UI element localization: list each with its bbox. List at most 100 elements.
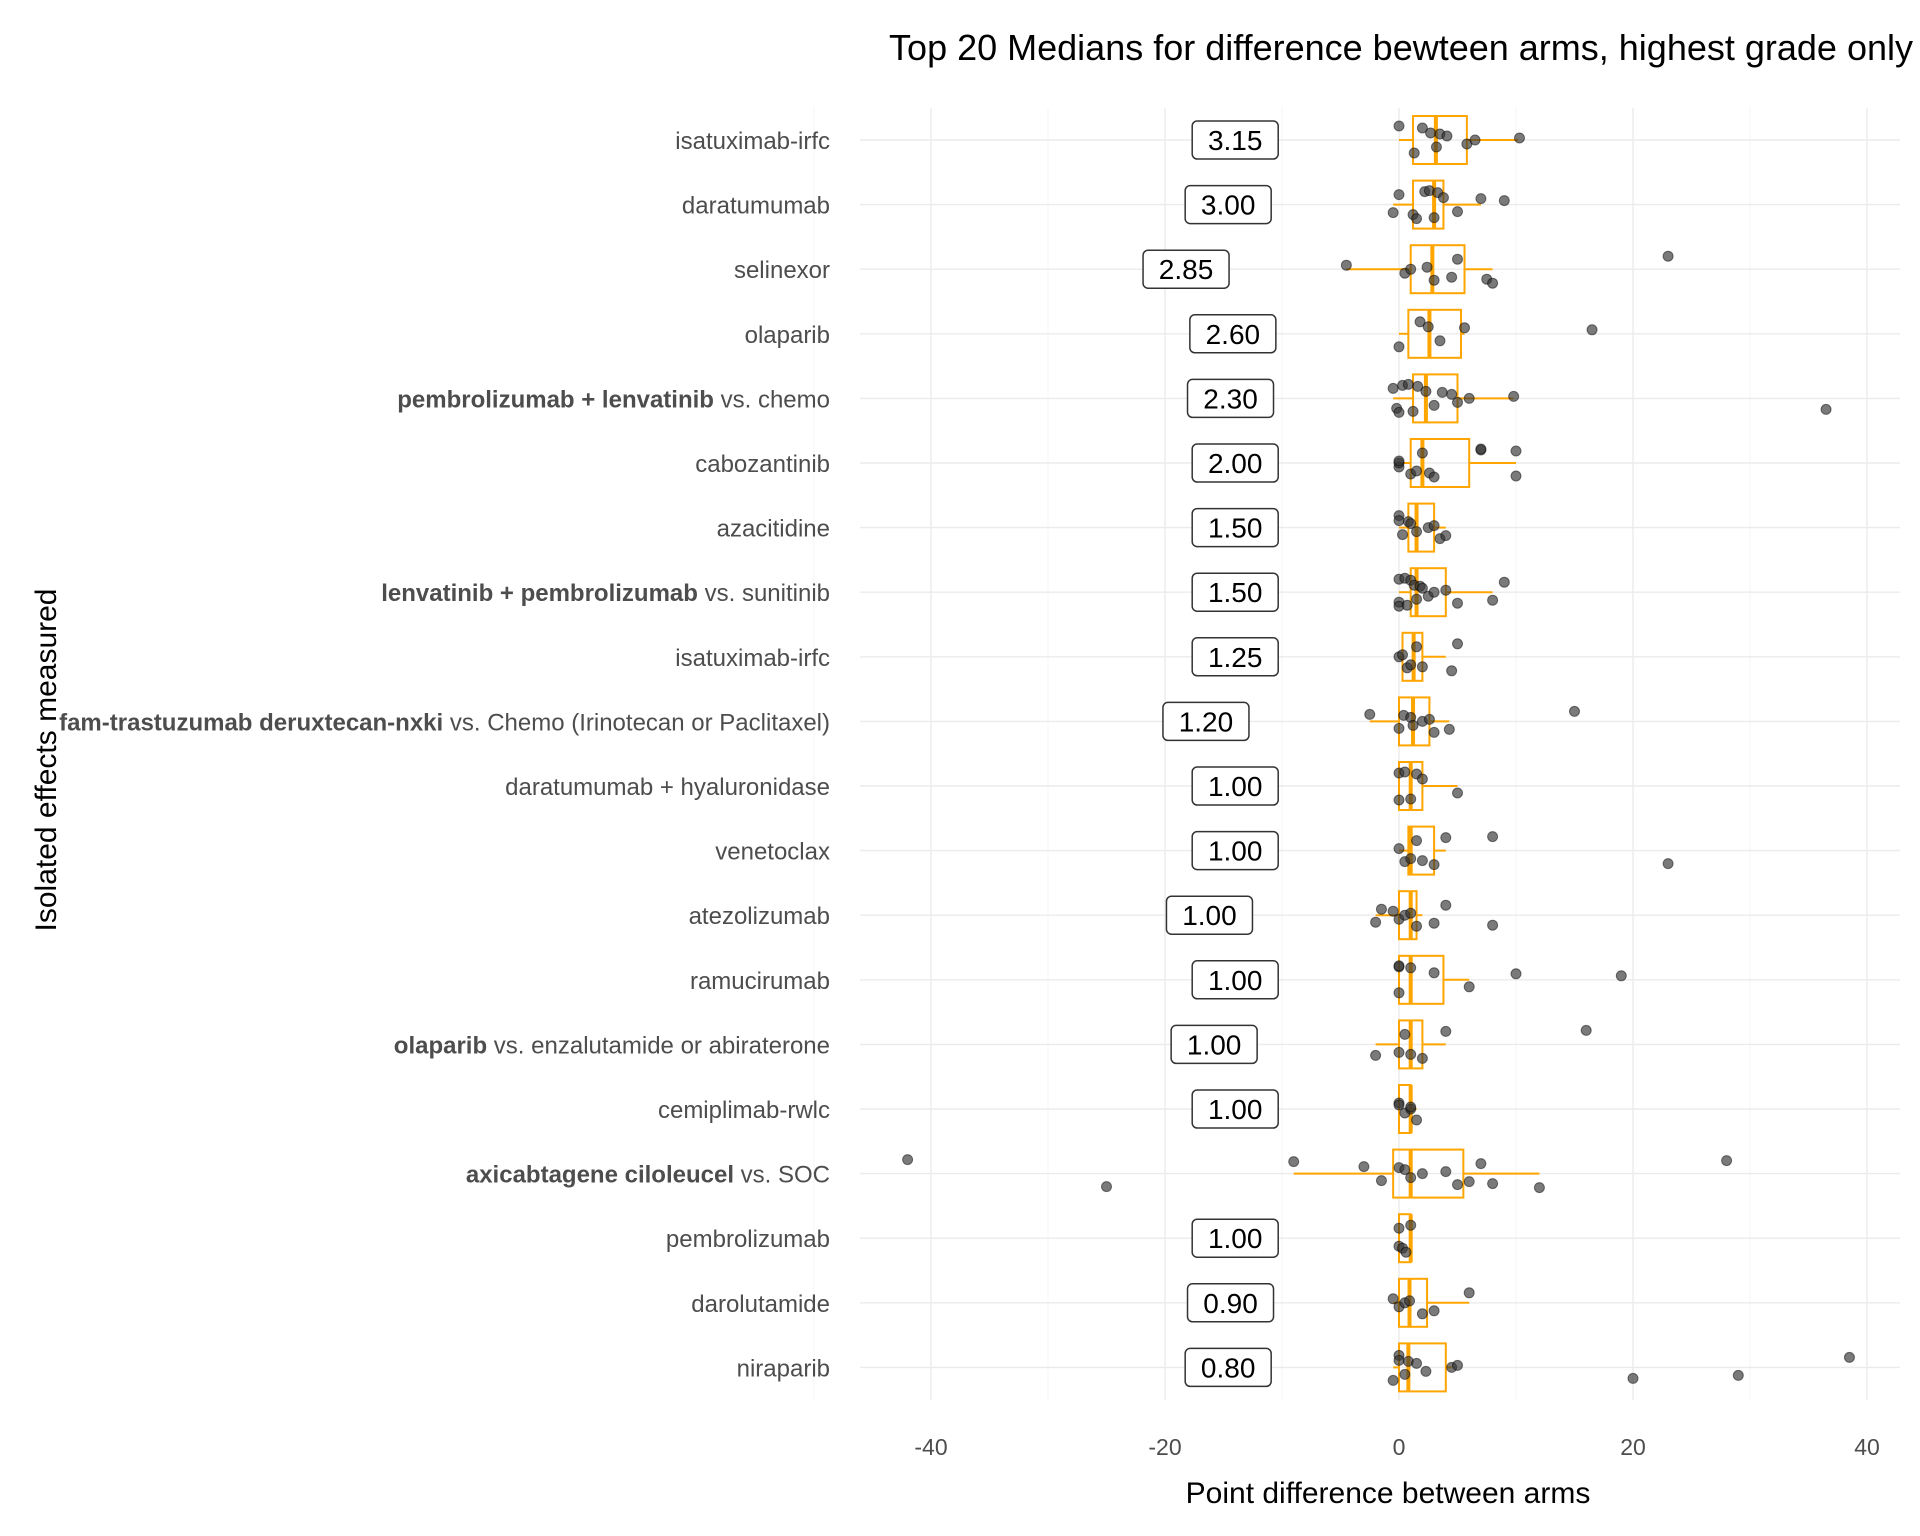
box bbox=[1412, 179, 1445, 230]
y-category-label: atezolizumab bbox=[689, 903, 830, 930]
data-point bbox=[1452, 206, 1463, 218]
data-point bbox=[1411, 465, 1423, 477]
median-label: 2.30 bbox=[1203, 383, 1258, 414]
data-point bbox=[1487, 1178, 1499, 1190]
median-label-box bbox=[1186, 1283, 1275, 1323]
data-point bbox=[1463, 392, 1475, 404]
data-point bbox=[1387, 1293, 1399, 1305]
data-point bbox=[1446, 388, 1458, 400]
median-label: 1.00 bbox=[1208, 965, 1263, 996]
data-point bbox=[1428, 859, 1440, 871]
y-category-label: selinexor bbox=[734, 257, 830, 284]
data-point bbox=[1498, 576, 1510, 588]
data-point bbox=[1510, 470, 1522, 482]
data-point bbox=[1452, 1359, 1463, 1371]
data-point bbox=[1375, 1175, 1387, 1187]
median-label: 1.00 bbox=[1182, 900, 1237, 931]
data-point bbox=[1405, 518, 1417, 530]
data-point bbox=[1411, 1357, 1423, 1369]
data-point bbox=[1411, 641, 1423, 653]
median-label-box bbox=[1184, 184, 1272, 225]
data-point bbox=[1393, 960, 1405, 972]
data-point bbox=[1393, 1046, 1405, 1058]
data-point bbox=[1414, 316, 1426, 328]
box bbox=[1407, 825, 1436, 876]
data-point bbox=[902, 1154, 914, 1166]
data-point bbox=[1428, 917, 1440, 929]
data-point bbox=[1514, 132, 1526, 144]
data-point bbox=[1440, 1166, 1452, 1178]
y-category-label: ramucirumab bbox=[690, 968, 830, 995]
y-category-label: isatuximab-irfc bbox=[675, 128, 830, 155]
median-label-box bbox=[1186, 378, 1275, 419]
data-point bbox=[1402, 378, 1414, 390]
data-point bbox=[1721, 1155, 1733, 1167]
data-point bbox=[1428, 471, 1440, 483]
median-label-box bbox=[1191, 960, 1279, 1000]
data-point bbox=[1615, 970, 1627, 982]
median-label: 2.00 bbox=[1208, 448, 1263, 479]
data-point bbox=[1463, 981, 1475, 993]
data-point bbox=[1422, 321, 1434, 333]
y-category-label: cemiplimab-rwlc bbox=[658, 1097, 830, 1124]
data-point bbox=[1452, 787, 1463, 799]
median-label: 2.60 bbox=[1206, 319, 1261, 350]
data-point bbox=[1405, 1219, 1417, 1231]
data-point bbox=[1416, 1052, 1428, 1064]
data-point bbox=[1440, 584, 1452, 596]
x-tick-label: 0 bbox=[1393, 1434, 1406, 1460]
data-point bbox=[1405, 659, 1417, 671]
data-point bbox=[1428, 967, 1440, 979]
median-label-box bbox=[1191, 572, 1279, 612]
data-point bbox=[1416, 582, 1428, 594]
data-point bbox=[1411, 1114, 1423, 1126]
data-point bbox=[1393, 120, 1405, 132]
median-label-box bbox=[1191, 766, 1279, 806]
data-point bbox=[1387, 1374, 1399, 1386]
median-labels: 3.15 3.00 2.85 2.60 2.30 2.00 1.50 1.50 1.25 1.20… bbox=[1142, 120, 1279, 1388]
data-point bbox=[1399, 1028, 1411, 1040]
data-point bbox=[1370, 916, 1382, 928]
data-point bbox=[1401, 599, 1413, 611]
data-point bbox=[1405, 1101, 1417, 1113]
data-point bbox=[1375, 903, 1387, 915]
data-point bbox=[1440, 530, 1452, 542]
data-point bbox=[1732, 1369, 1744, 1381]
data-point bbox=[1452, 597, 1463, 609]
data-point bbox=[1399, 1368, 1411, 1380]
data-point bbox=[1452, 396, 1463, 408]
data-point bbox=[1411, 593, 1423, 605]
data-point bbox=[1404, 1295, 1416, 1307]
y-category-labels: isatuximab-irfc daratumumab selinexor olapa… bbox=[59, 128, 830, 1382]
data-point bbox=[1393, 843, 1405, 855]
data-point bbox=[1443, 723, 1455, 735]
y-category-label: lenvatinib + pembrolizumab vs. sunitinib bbox=[381, 580, 830, 607]
x-tick-label: 20 bbox=[1620, 1434, 1646, 1460]
data-point bbox=[1508, 390, 1520, 402]
median-label-box bbox=[1191, 120, 1279, 160]
median-label: 1.20 bbox=[1179, 706, 1234, 737]
data-point bbox=[1463, 1287, 1475, 1299]
data-points bbox=[902, 120, 1855, 1386]
median-label: 1.00 bbox=[1208, 1223, 1263, 1254]
data-point bbox=[1364, 708, 1376, 720]
data-point bbox=[1393, 722, 1405, 734]
data-point bbox=[1397, 529, 1409, 541]
data-point bbox=[1580, 1024, 1592, 1036]
data-point bbox=[1405, 793, 1417, 805]
median-label: 1.50 bbox=[1208, 577, 1263, 608]
median-label: 1.00 bbox=[1208, 836, 1263, 867]
data-point bbox=[1428, 1305, 1440, 1317]
data-point bbox=[1475, 193, 1487, 205]
median-label: 1.00 bbox=[1208, 771, 1263, 802]
data-point bbox=[1399, 1164, 1411, 1176]
data-point bbox=[1428, 586, 1440, 598]
data-point bbox=[1452, 253, 1463, 265]
data-point bbox=[1416, 773, 1428, 785]
data-point bbox=[1393, 515, 1405, 527]
data-point bbox=[1487, 919, 1499, 931]
data-point bbox=[1434, 335, 1446, 347]
y-category-label: niraparib bbox=[737, 1355, 830, 1382]
data-point bbox=[1662, 250, 1674, 262]
data-point bbox=[1475, 443, 1487, 455]
